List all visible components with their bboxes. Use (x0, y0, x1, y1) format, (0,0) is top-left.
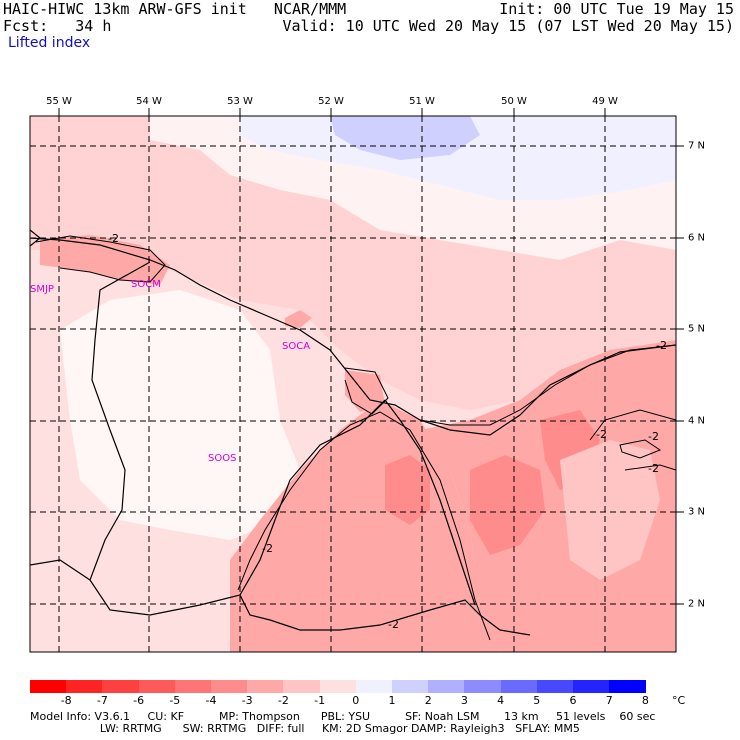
scale-swatch (464, 680, 502, 693)
scale-label: -3 (241, 694, 253, 707)
scale-label: 3 (460, 694, 468, 707)
lon-label: 50 W (501, 96, 527, 107)
lat-label: 6 N (688, 232, 706, 244)
scale-swatch (138, 680, 176, 693)
border-west (30, 559, 91, 581)
station-label: SMJP (30, 284, 54, 295)
header-title: HAIC-HIWC 13km ARW-GFS init NCAR/MMM (3, 0, 347, 18)
shading-layer (30, 116, 676, 652)
lon-label: 53 W (227, 96, 253, 107)
station-label: SOCA (282, 341, 310, 352)
contour-east-2 (589, 409, 676, 441)
scale-swatch (102, 680, 140, 693)
scale-swatch (573, 680, 610, 693)
contour-label: -2 (262, 542, 273, 555)
scale-label: 6 (569, 694, 577, 707)
shade-minus3-a (385, 455, 430, 525)
contour-label: -2 (656, 339, 667, 352)
scale-unit: °C (672, 694, 686, 707)
scale-swatch (609, 680, 647, 693)
scale-swatch (211, 680, 248, 693)
scale-label: 0 (352, 694, 360, 707)
lat-lon-grid (30, 116, 676, 652)
lon-label: 52 W (318, 96, 344, 107)
axis-ticks (58, 108, 684, 605)
contour-label: -2 (388, 618, 399, 631)
lon-label: 54 W (136, 96, 162, 107)
scale-swatch (392, 680, 429, 693)
scale-label: 4 (497, 694, 505, 707)
lat-label: 4 N (688, 415, 706, 427)
contour-east-3 (624, 464, 676, 471)
shade-minus2-south (230, 400, 500, 652)
scale-label: 2 (424, 694, 432, 707)
coastline-main (30, 237, 676, 436)
field-name: Lifted index (8, 35, 91, 51)
header-init-time: Init: 00 UTC Tue 19 May 15 (499, 0, 734, 18)
scale-label: -5 (169, 694, 181, 707)
border-oyapock (384, 399, 476, 606)
coastlines (30, 229, 676, 636)
contour-east-loop (619, 439, 662, 459)
contour-label: -2 (648, 462, 659, 475)
model-info-line-2: LW: RRTMG SW: RRTMG DIFF: full KM: 2D Sm… (30, 722, 580, 735)
contour-label: -2 (648, 430, 659, 443)
contour-south (237, 411, 491, 641)
lon-label: 55 W (46, 96, 72, 107)
scale-swatch (283, 680, 321, 693)
station-label: SOCM (131, 279, 161, 290)
scale-swatch (536, 680, 574, 693)
model-info-line-1: Model Info: V3.6.1 CU: KF MP: Thompson P… (30, 710, 656, 723)
scale-swatch (30, 680, 67, 693)
shade-east-pocket (560, 440, 660, 580)
station-label: SOOS (208, 453, 236, 464)
scale-swatch (428, 680, 466, 693)
shade-positive-2 (330, 116, 480, 160)
scale-swatch (319, 680, 357, 693)
scale-swatch (66, 680, 104, 693)
scale-label: 8 (641, 694, 649, 707)
scale-label: 1 (388, 694, 396, 707)
scale-label: 5 (533, 694, 541, 707)
scale-label: 7 (605, 694, 613, 707)
scale-label: -1 (314, 694, 326, 707)
lon-label: 49 W (592, 96, 618, 107)
contour-coast (344, 367, 389, 415)
scale-label: -4 (205, 694, 217, 707)
border-south (239, 594, 531, 636)
lat-label: 3 N (688, 506, 706, 518)
scale-swatch (174, 680, 212, 693)
lon-label: 51 W (409, 96, 435, 107)
scale-label: -6 (133, 694, 145, 707)
header-valid-time: Valid: 10 UTC Wed 20 May 15 (07 LST Wed … (282, 17, 734, 35)
scale-swatch (247, 680, 285, 693)
header-forecast-hour: Fcst: 34 h (3, 17, 112, 35)
shade-minus3-b (470, 455, 545, 555)
scale-label: -2 (277, 694, 289, 707)
lat-label: 5 N (688, 323, 706, 335)
contour-label: -2 (596, 428, 607, 441)
contour-label: -2 (108, 232, 119, 245)
lat-label: 2 N (688, 598, 706, 610)
scale-label: -7 (96, 694, 108, 707)
lat-label: 7 N (688, 140, 706, 152)
border-suriname-guiana (89, 261, 386, 616)
map-frame (29, 115, 677, 653)
scale-swatch (500, 680, 538, 693)
shade-minus2-island (285, 310, 312, 328)
scale-label: -8 (60, 694, 72, 707)
scale-swatch (355, 680, 393, 693)
